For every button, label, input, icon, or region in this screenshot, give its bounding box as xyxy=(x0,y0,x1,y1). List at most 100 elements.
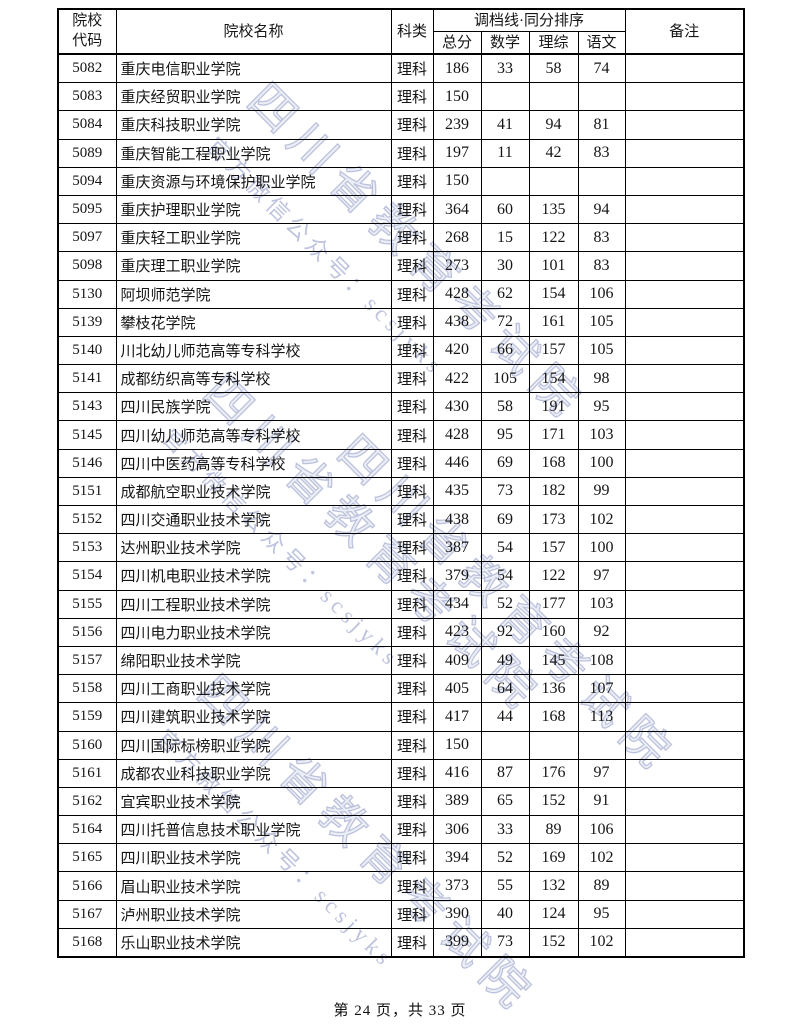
cell-name: 成都农业科技职业学院 xyxy=(115,758,392,788)
cell-math: 65 xyxy=(480,786,530,817)
cell-category: 理科 xyxy=(390,307,434,337)
cell-chinese: 108 xyxy=(577,645,626,676)
cell-name: 重庆经贸职业学院 xyxy=(115,82,392,112)
cell-code: 5155 xyxy=(57,589,117,619)
cell-code: 5152 xyxy=(57,504,117,535)
cell-total: 150 xyxy=(432,730,482,760)
cell-category: 理科 xyxy=(390,758,434,788)
cell-name: 四川幼儿师范高等专科学校 xyxy=(115,420,392,450)
cell-chinese: 99 xyxy=(577,476,626,507)
cell-category: 理科 xyxy=(390,392,434,422)
table-row: 5151 成都航空职业技术学院 理科 435 73 182 99 xyxy=(57,476,745,507)
table-row: 5139 攀枝花学院 理科 438 72 161 105 xyxy=(57,307,745,337)
cell-math: 54 xyxy=(480,533,530,563)
cell-chinese xyxy=(577,166,626,196)
cell-total: 387 xyxy=(432,533,482,563)
cell-math: 69 xyxy=(480,504,530,535)
cell-science xyxy=(528,166,579,196)
cell-chinese xyxy=(577,82,626,112)
cell-science: 176 xyxy=(528,758,579,788)
cell-science: 154 xyxy=(528,364,579,394)
cell-category: 理科 xyxy=(390,138,434,168)
cell-math: 73 xyxy=(480,476,530,507)
cell-remark xyxy=(624,392,745,422)
cell-total: 405 xyxy=(432,674,482,704)
cell-name: 泸州职业技术学院 xyxy=(115,899,392,929)
cell-code: 5098 xyxy=(57,251,117,281)
cell-remark xyxy=(624,617,745,647)
cell-code: 5139 xyxy=(57,307,117,337)
page-number: 第 24 页，共 33 页 xyxy=(333,1003,467,1019)
cell-code: 5166 xyxy=(57,871,117,901)
cell-name: 四川工商职业技术学院 xyxy=(115,674,392,704)
cell-remark xyxy=(624,758,745,788)
cell-science: 132 xyxy=(528,871,579,901)
cell-total: 394 xyxy=(432,843,482,873)
cell-chinese: 83 xyxy=(577,138,626,168)
cell-total: 420 xyxy=(432,335,482,366)
cell-remark xyxy=(624,730,745,760)
cell-total: 416 xyxy=(432,758,482,788)
cell-chinese xyxy=(577,730,626,760)
table-row: 5157 绵阳职业技术学院 理科 409 49 145 108 xyxy=(57,645,745,676)
cell-code: 5084 xyxy=(57,110,117,140)
cell-chinese: 97 xyxy=(577,758,626,788)
cell-category: 理科 xyxy=(390,589,434,619)
cell-name: 四川工程职业技术学院 xyxy=(115,589,392,619)
cell-chinese: 103 xyxy=(577,589,626,619)
cell-science: 42 xyxy=(528,138,579,168)
cell-science: 94 xyxy=(528,110,579,140)
cell-category: 理科 xyxy=(390,504,434,535)
cell-math: 30 xyxy=(480,251,530,281)
cell-total: 273 xyxy=(432,251,482,281)
cell-name: 四川国际标榜职业学院 xyxy=(115,730,392,760)
cell-name: 乐山职业技术学院 xyxy=(115,927,392,958)
cell-code: 5140 xyxy=(57,335,117,366)
table-row: 5143 四川民族学院 理科 430 58 191 95 xyxy=(57,392,745,422)
cell-science: 157 xyxy=(528,533,579,563)
cell-category: 理科 xyxy=(390,82,434,112)
cell-remark xyxy=(624,899,745,929)
cell-science: 168 xyxy=(528,448,579,478)
cell-name: 四川职业技术学院 xyxy=(115,843,392,873)
cell-category: 理科 xyxy=(390,702,434,732)
cell-math xyxy=(480,166,530,196)
header-remark: 备注 xyxy=(624,8,745,55)
cell-science: 161 xyxy=(528,307,579,337)
cell-remark xyxy=(624,335,745,366)
cell-science: 173 xyxy=(528,504,579,535)
cell-chinese: 92 xyxy=(577,617,626,647)
cell-math: 58 xyxy=(480,392,530,422)
cell-category: 理科 xyxy=(390,843,434,873)
cell-total: 389 xyxy=(432,786,482,817)
cell-code: 5130 xyxy=(57,279,117,309)
cell-math xyxy=(480,82,530,112)
table-row: 5084 重庆科技职业学院 理科 239 41 94 81 xyxy=(57,110,745,140)
cell-math: 33 xyxy=(480,53,530,84)
cell-science: 101 xyxy=(528,251,579,281)
cell-math: 95 xyxy=(480,420,530,450)
cell-total: 150 xyxy=(432,82,482,112)
cell-name: 重庆理工职业学院 xyxy=(115,251,392,281)
cell-code: 5164 xyxy=(57,815,117,845)
cell-total: 438 xyxy=(432,504,482,535)
header-college-code-label: 院校代码 xyxy=(72,13,103,49)
cell-chinese: 94 xyxy=(577,194,626,225)
table-row: 5161 成都农业科技职业学院 理科 416 87 176 97 xyxy=(57,758,745,788)
table-row: 5164 四川托普信息技术职业学院 理科 306 33 89 106 xyxy=(57,815,745,845)
cell-chinese: 95 xyxy=(577,899,626,929)
cell-remark xyxy=(624,138,745,168)
cell-category: 理科 xyxy=(390,420,434,450)
cell-math: 73 xyxy=(480,927,530,958)
table-row: 5168 乐山职业技术学院 理科 399 73 152 102 xyxy=(57,927,745,958)
cell-code: 5168 xyxy=(57,927,117,958)
cell-remark xyxy=(624,645,745,676)
table-row: 5165 四川职业技术学院 理科 394 52 169 102 xyxy=(57,843,745,873)
header-college-code: 院校代码 xyxy=(57,8,117,55)
cell-category: 理科 xyxy=(390,251,434,281)
table-row: 5141 成都纺织高等专科学校 理科 422 105 154 98 xyxy=(57,364,745,394)
table-row: 5083 重庆经贸职业学院 理科 150 xyxy=(57,82,745,112)
cell-total: 390 xyxy=(432,899,482,929)
cell-science: 152 xyxy=(528,927,579,958)
cell-remark xyxy=(624,815,745,845)
